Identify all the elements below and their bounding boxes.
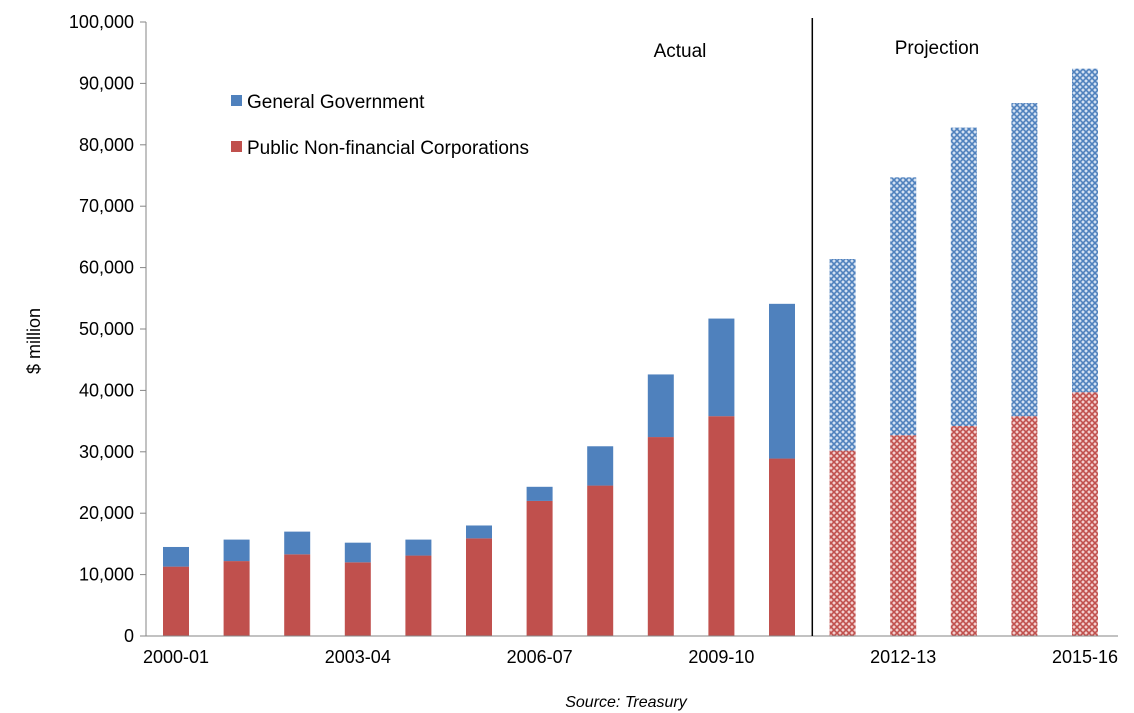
y-axis: 0 10,000 20,000 30,000 40,000 50,000 60,000 70,… [69,12,147,646]
y-tick-label: 90,000 [79,73,134,93]
bar-general-government-2008-09 [647,374,674,438]
bar-general-government-2014-15 [1011,103,1038,417]
legend-label-general-government: General Government [247,92,425,113]
bar-general-government-2000-01 [163,546,189,567]
region-label-projection: Projection [895,38,980,59]
bar-public-non-financial-corporations-2004-05 [405,555,432,636]
bar-public-non-financial-corporations-2008-09 [647,437,674,636]
bars [163,68,1098,636]
bar-public-non-financial-corporations-2002-03 [284,554,311,636]
bar-general-government-2009-10 [708,318,735,417]
bar-public-non-financial-corporations-2000-01 [163,566,189,636]
bar-general-government-2006-07 [526,486,553,501]
x-axis: 2000-01 2003-04 2006-07 2009-10 2012-13 2015-… [143,635,1118,667]
y-tick-label: 0 [124,626,134,646]
bar-general-government-2011-12 [829,259,856,451]
bar-public-non-financial-corporations-2009-10 [708,416,735,636]
bar-general-government-2005-06 [466,525,492,539]
x-tick-label: 2003-04 [325,647,391,667]
y-tick-label: 30,000 [79,442,134,462]
legend: General Government Public Non-financial … [231,92,529,159]
y-tick-label: 10,000 [79,565,134,585]
x-tick-label: 2009-10 [688,647,754,667]
bar-public-non-financial-corporations-2006-07 [526,500,553,636]
region-label-actual: Actual [654,41,707,62]
bar-public-non-financial-corporations-2003-04 [344,562,371,636]
bar-general-government-2007-08 [587,446,614,486]
x-tick-label: 2000-01 [143,647,209,667]
legend-label-public-non-financial-corporations: Public Non-financial Corporations [247,138,529,159]
y-tick-label: 40,000 [79,380,134,400]
bar-public-non-financial-corporations-2012-13 [890,435,917,636]
y-axis-title: $ million [24,308,44,374]
y-tick-label: 50,000 [79,319,134,339]
x-tick-label: 2006-07 [507,647,573,667]
legend-swatch-public-non-financial-corporations [231,141,242,152]
y-tick-label: 70,000 [79,196,134,216]
y-tick-label: 100,000 [69,12,134,32]
bar-public-non-financial-corporations-2013-14 [950,426,977,636]
y-tick-label: 80,000 [79,135,134,155]
bar-public-non-financial-corporations-2015-16 [1072,392,1098,636]
source-note: Source: Treasury [565,694,688,711]
y-tick-label: 60,000 [79,258,134,278]
bar-public-non-financial-corporations-2011-12 [829,450,856,636]
bar-general-government-2001-02 [223,539,250,562]
y-tick-label: 20,000 [79,503,134,523]
legend-swatch-general-government [231,95,242,106]
bar-general-government-2003-04 [344,542,371,563]
bar-public-non-financial-corporations-2010-11 [769,458,795,636]
bar-public-non-financial-corporations-2007-08 [587,485,614,636]
bar-general-government-2002-03 [284,531,311,555]
x-tick-label: 2012-13 [870,647,936,667]
bar-general-government-2012-13 [890,177,917,436]
bar-public-non-financial-corporations-2001-02 [223,561,250,636]
bar-public-non-financial-corporations-2005-06 [466,538,492,636]
bar-general-government-2013-14 [950,127,977,427]
bar-general-government-2015-16 [1072,68,1098,393]
bar-general-government-2010-11 [769,303,795,459]
bar-public-non-financial-corporations-2014-15 [1011,416,1038,636]
x-tick-label: 2015-16 [1052,647,1118,667]
bar-general-government-2004-05 [405,539,432,556]
